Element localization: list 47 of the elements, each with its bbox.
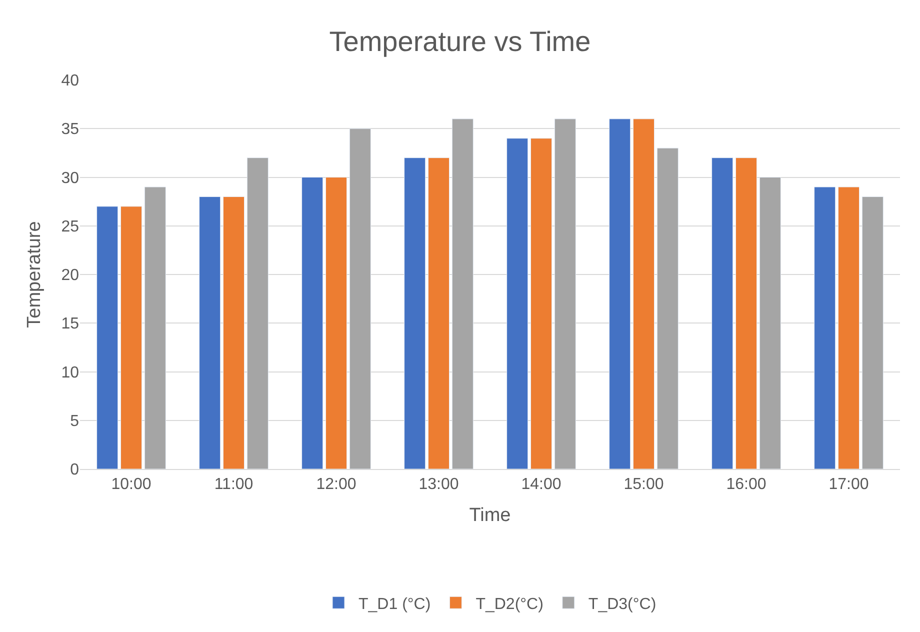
bar: [222, 196, 245, 469]
y-tick-label: 10: [61, 364, 80, 382]
y-axis-title: Temperature: [24, 221, 46, 328]
bar: [452, 118, 474, 469]
y-tick-label: 5: [70, 412, 80, 430]
bar: [735, 158, 758, 469]
x-tick-label: 17:00: [828, 476, 869, 494]
x-tick-label: 16:00: [726, 476, 766, 494]
bar: [656, 148, 678, 469]
legend-label: T_D2(°C): [476, 596, 544, 613]
legend-label: T_D3(°C): [588, 596, 656, 613]
bar: [96, 206, 118, 469]
bar: [712, 158, 734, 469]
y-tick-label: 20: [61, 267, 80, 284]
bar: [349, 128, 371, 469]
x-axis-title: Time: [469, 505, 511, 526]
bar: [302, 177, 324, 469]
y-tick-label: 40: [61, 72, 80, 90]
y-tick-label: 15: [61, 316, 80, 333]
legend-label: T_D1 (°C): [358, 596, 431, 613]
x-tick-label: 13:00: [418, 476, 459, 494]
y-tick-label: 35: [61, 121, 80, 138]
bar: [404, 158, 426, 469]
bar: [246, 158, 268, 469]
x-tick-label: 14:00: [521, 476, 562, 494]
bar: [632, 118, 655, 469]
x-tick-label: 12:00: [316, 476, 356, 494]
x-tick-label: 10:00: [111, 476, 152, 494]
chart-title: Temperature vs Time: [329, 26, 591, 58]
bar: [554, 118, 576, 469]
bar: [325, 177, 348, 469]
bar: [120, 206, 142, 469]
bar: [838, 186, 860, 469]
bar: [199, 196, 221, 469]
y-tick-label: 25: [61, 218, 80, 236]
y-tick-label: 0: [70, 462, 80, 479]
x-tick-label: 11:00: [214, 476, 254, 494]
bar: [814, 186, 836, 469]
bar: [144, 186, 166, 469]
y-tick-label: 30: [61, 170, 80, 187]
bar: [530, 138, 552, 469]
bar: [759, 177, 781, 469]
bar: [506, 138, 528, 469]
x-tick-label: 15:00: [624, 476, 664, 494]
bar: [862, 196, 884, 469]
bar: [609, 118, 631, 469]
bar: [428, 158, 450, 469]
